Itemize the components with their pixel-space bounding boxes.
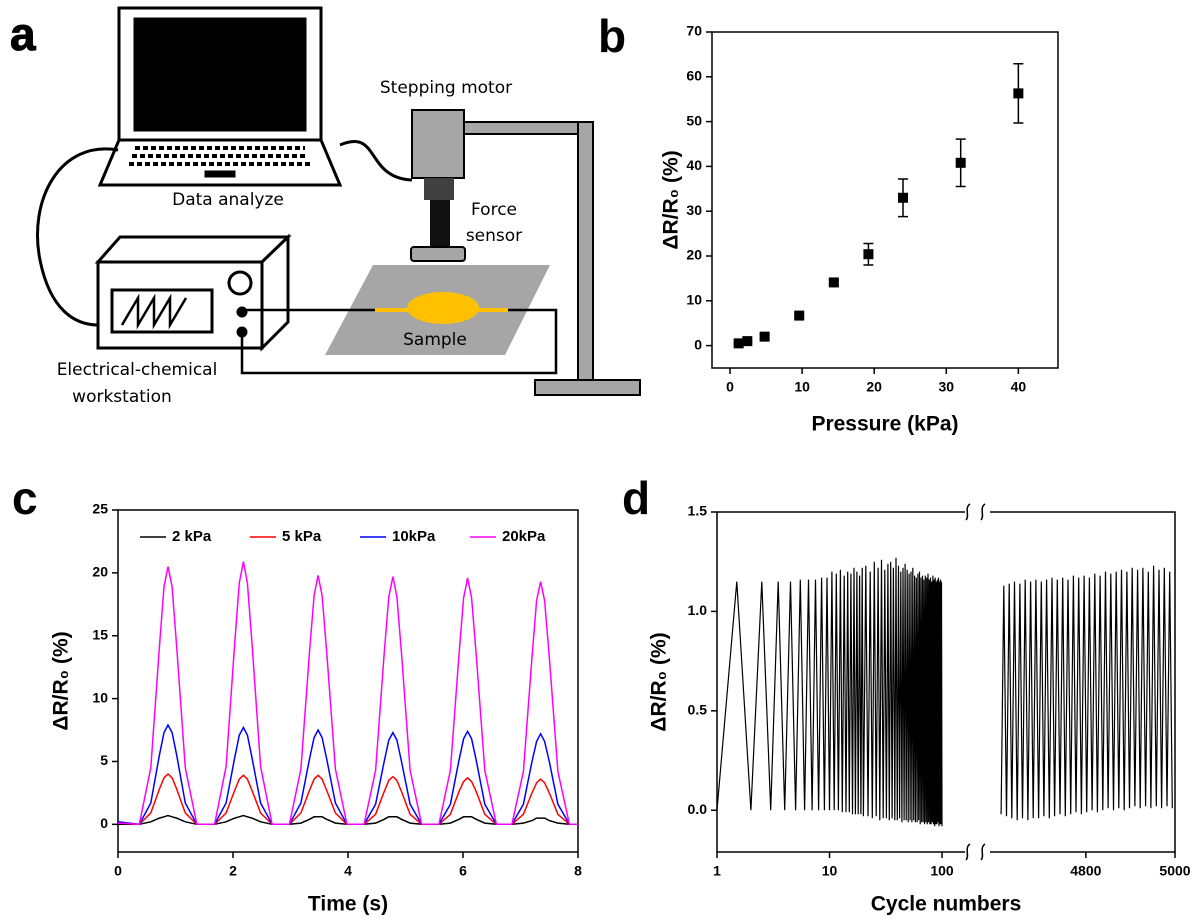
y-axis-label: ΔR/R₀ (%) [648, 632, 671, 731]
marker [955, 157, 966, 168]
axis-break [965, 503, 986, 521]
workstation-display [110, 288, 214, 334]
y-tick-label: 0 [694, 336, 702, 352]
x-tick-label: 10 [822, 863, 838, 879]
marker [794, 310, 805, 321]
data-line [716, 557, 943, 827]
marker [898, 192, 909, 203]
sensor-label: Force [471, 200, 517, 220]
y-axis-label: ΔR/R₀ (%) [50, 631, 73, 730]
x-tick-label: 2 [229, 863, 237, 879]
x-axis-label: Time (s) [308, 893, 388, 916]
cable [36, 147, 119, 327]
marker [1013, 88, 1024, 99]
x-axis-label: Cycle numbers [871, 893, 1022, 916]
legend-label: 10kPa [392, 528, 436, 545]
x-axis-label: Pressure (kPa) [811, 413, 958, 436]
y-tick-label: 25 [92, 501, 108, 517]
laptop-display [133, 17, 307, 132]
x-tick-label: 40 [1011, 379, 1027, 395]
press-plate [410, 246, 466, 262]
marker [828, 277, 839, 288]
x-tick-label: 0 [114, 863, 122, 879]
wire [240, 308, 558, 375]
x-tick-label: 1 [713, 863, 721, 879]
sensor-body [430, 200, 450, 246]
panel-label: b [598, 10, 626, 62]
y-tick-label: 70 [686, 23, 702, 39]
workstation-label: Electrical-chemical [57, 360, 218, 380]
x-tick-label: 0 [726, 379, 734, 395]
marker [733, 338, 744, 349]
x-tick-label: 30 [938, 379, 954, 395]
y-tick-label: 0.0 [688, 801, 708, 817]
y-tick-label: 20 [92, 564, 108, 580]
sensor-top [424, 178, 454, 200]
data-line [118, 814, 578, 826]
axis-break [965, 843, 986, 861]
legend-label: 5 kPa [282, 528, 322, 545]
x-tick-label: 6 [459, 863, 467, 879]
y-tick-label: 10 [92, 689, 108, 705]
workstation-label: workstation [72, 387, 172, 407]
panel-label: a [10, 8, 36, 60]
panel-label: d [622, 472, 650, 524]
x-tick-label: 5000 [1159, 863, 1190, 879]
y-tick-label: 50 [686, 112, 702, 128]
workstation-front [96, 260, 264, 350]
terminal [236, 306, 248, 318]
y-tick-label: 10 [686, 292, 702, 308]
y-tick-label: 0 [100, 815, 108, 831]
y-tick-label: 30 [686, 202, 702, 218]
waveform-icon [120, 293, 188, 330]
axis-frame [716, 511, 1176, 853]
data-line [1000, 565, 1173, 821]
motor [411, 109, 465, 179]
y-tick-label: 0.5 [688, 702, 708, 718]
y-tick-label: 1.0 [688, 602, 708, 618]
motor-label: Stepping motor [380, 78, 512, 98]
marker [759, 331, 770, 342]
sample-label: Sample [403, 330, 467, 350]
x-tick-label: 4 [344, 863, 352, 879]
panel-label: c [12, 472, 38, 524]
laptop-label: Data analyze [172, 190, 284, 210]
pole [577, 121, 594, 383]
x-tick-label: 20 [866, 379, 882, 395]
diagram: a Data analyze Sample Stepping motor [10, 6, 641, 407]
sample [407, 292, 479, 324]
y-axis-label: ΔR/R₀ (%) [660, 150, 683, 249]
y-tick-label: 40 [686, 157, 702, 173]
legend-label: 2 kPa [172, 528, 212, 545]
x-tick-label: 4800 [1070, 863, 1101, 879]
data-line [117, 772, 578, 826]
data-line [117, 561, 578, 826]
y-tick-label: 20 [686, 247, 702, 263]
y-tick-label: 15 [92, 626, 108, 642]
legend-label: 20kPa [502, 528, 546, 545]
x-tick-label: 8 [574, 863, 582, 879]
marker [863, 249, 874, 260]
y-tick-label: 5 [100, 752, 108, 768]
sensor-label: sensor [466, 226, 522, 246]
x-tick-label: 100 [930, 863, 954, 879]
axis-frame [711, 31, 1059, 369]
y-tick-label: 1.5 [688, 503, 708, 519]
arm [463, 121, 579, 135]
touchpad [204, 170, 236, 178]
x-tick-label: 10 [794, 379, 810, 395]
workstation-top [94, 235, 292, 264]
cable [339, 140, 413, 182]
marker [742, 336, 753, 347]
stand-base [534, 379, 641, 396]
knob [227, 270, 253, 296]
axis-frame [117, 509, 579, 853]
y-tick-label: 60 [686, 68, 702, 84]
